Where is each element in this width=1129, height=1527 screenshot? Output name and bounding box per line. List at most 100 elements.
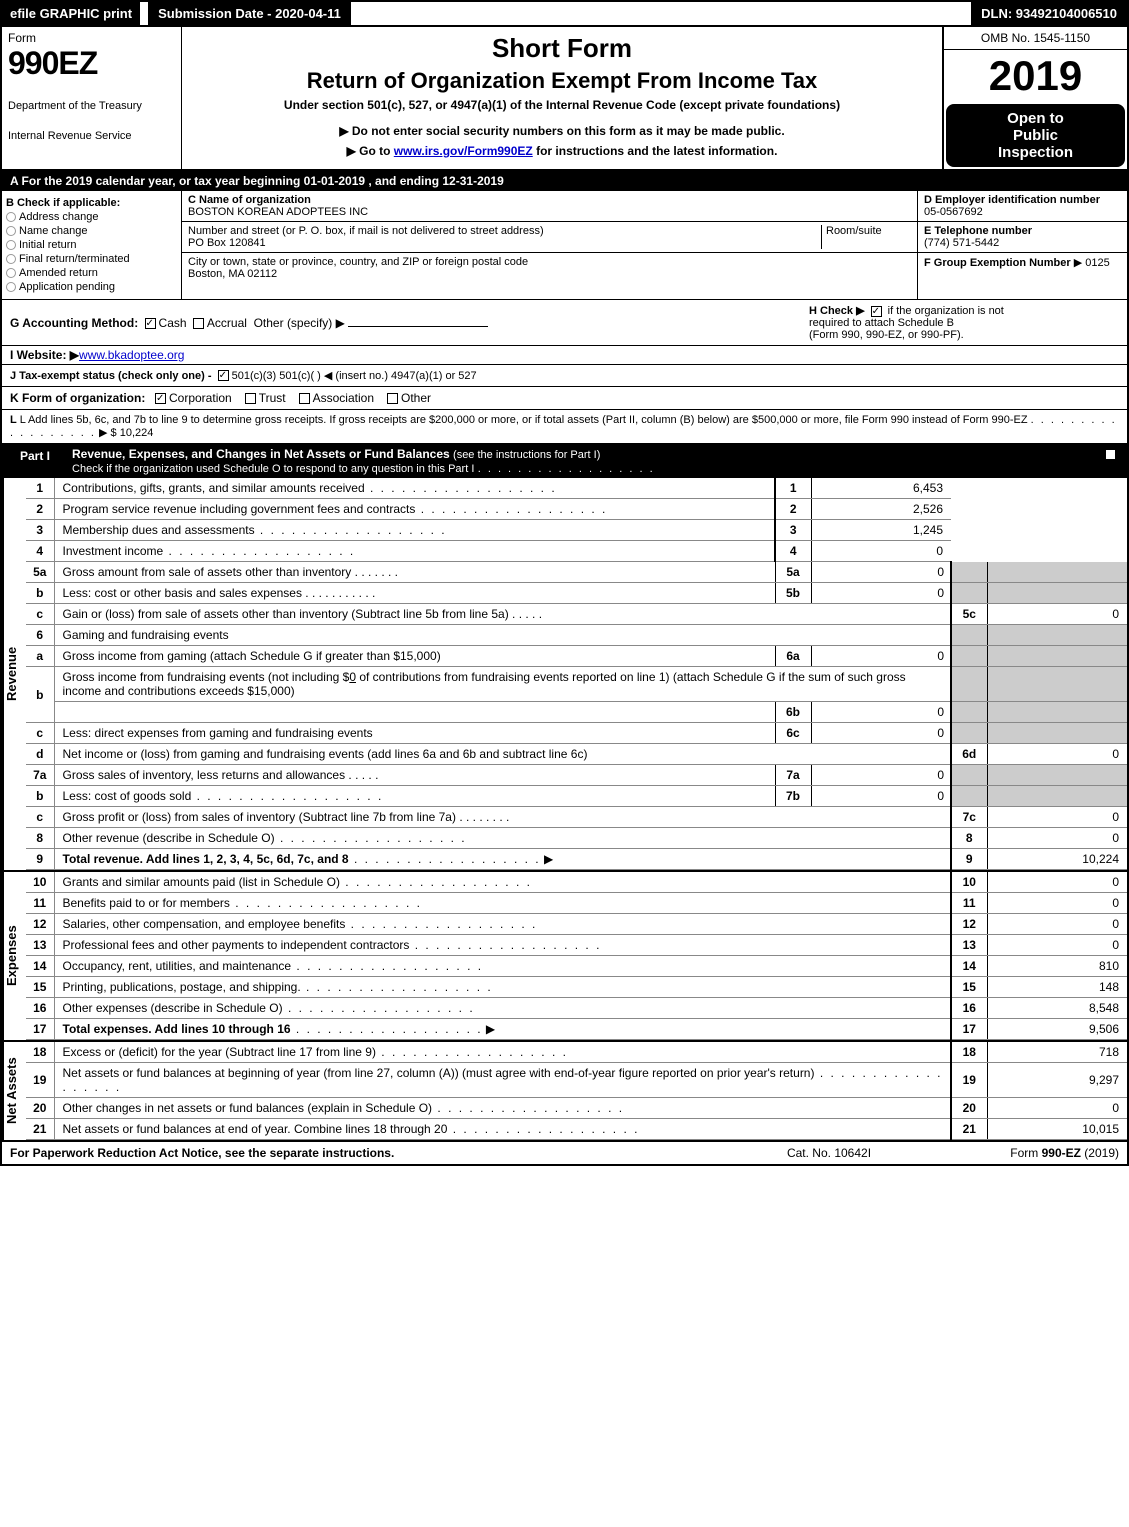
goto-pre: ▶ Go to [347, 144, 394, 158]
line5b-mini: 0 [811, 583, 951, 604]
box-b: B Check if applicable: Address change Na… [2, 191, 182, 299]
open-line1: Open to [952, 110, 1119, 127]
info-right: D Employer identification number 05-0567… [917, 191, 1127, 299]
box-h: H Check ▶ if the organization is not req… [809, 304, 1119, 341]
line8-val: 0 [987, 828, 1127, 849]
line14-desc: Occupancy, rent, utilities, and maintena… [63, 959, 292, 973]
header-right: OMB No. 1545-1150 2019 Open to Public In… [942, 27, 1127, 169]
box-d-label: D Employer identification number [924, 194, 1100, 206]
line11-val: 0 [987, 893, 1127, 914]
chk-final[interactable] [6, 254, 16, 264]
row-k: K Form of organization: Corporation Trus… [2, 387, 1127, 410]
netassets-table: 18Excess or (deficit) for the year (Subt… [26, 1042, 1127, 1140]
chk-pending[interactable] [6, 282, 16, 292]
line10-val: 0 [987, 872, 1127, 893]
footer-paperwork: For Paperwork Reduction Act Notice, see … [10, 1146, 739, 1160]
goto-post: for instructions and the latest informat… [533, 144, 778, 158]
part1-label: Part I [10, 447, 60, 475]
box-f-label: F Group Exemption Number [924, 257, 1071, 269]
line5b-desc: Less: cost or other basis and sales expe… [63, 586, 302, 600]
line21-desc: Net assets or fund balances at end of ye… [63, 1122, 448, 1136]
expenses-section: Expenses 10Grants and similar amounts pa… [2, 872, 1127, 1042]
line3-val: 1,245 [811, 520, 951, 541]
short-form-title: Short Form [188, 33, 936, 64]
chk-addr-change[interactable] [6, 212, 16, 222]
line6c-mini: 0 [811, 723, 951, 744]
line5a-desc: Gross amount from sale of assets other t… [63, 565, 352, 579]
line20-desc: Other changes in net assets or fund bala… [63, 1101, 433, 1115]
row-j: J Tax-exempt status (check only one) - 5… [2, 365, 1127, 387]
line5c-val: 0 [987, 604, 1127, 625]
other-specify-input[interactable] [348, 326, 488, 327]
street-value: PO Box 120841 [188, 237, 266, 249]
line12-val: 0 [987, 914, 1127, 935]
box-h-line2: required to attach Schedule B [809, 317, 954, 329]
box-j-opts: 501(c)(3) 501(c)( ) ◀ (insert no.) 4947(… [232, 369, 477, 382]
form-page: efile GRAPHIC print Submission Date - 20… [0, 0, 1129, 1166]
irs-link[interactable]: www.irs.gov/Form990EZ [394, 144, 533, 158]
line2-val: 2,526 [811, 499, 951, 520]
form-label: Form [8, 31, 175, 45]
box-l-text: L Add lines 5b, 6c, and 7b to line 9 to … [20, 414, 1028, 426]
box-h-line3: (Form 990, 990-EZ, or 990-PF). [809, 329, 964, 341]
line10-desc: Grants and similar amounts paid (list in… [63, 875, 340, 889]
box-i-label: I Website: ▶ [10, 348, 79, 362]
amended-label: Amended return [19, 267, 98, 279]
line9-desc: Total revenue. Add lines 1, 2, 3, 4, 5c,… [63, 852, 349, 866]
line14-val: 810 [987, 956, 1127, 977]
line6-desc: Gaming and fundraising events [63, 628, 229, 642]
line16-desc: Other expenses (describe in Schedule O) [63, 1001, 283, 1015]
ein-value: 05-0567692 [924, 206, 983, 218]
line15-val: 148 [987, 977, 1127, 998]
open-public-badge: Open to Public Inspection [946, 104, 1125, 167]
chk-amended[interactable] [6, 268, 16, 278]
line6b-mini: 0 [811, 702, 951, 723]
line6b-pre: Gross income from fundraising events (no… [63, 670, 350, 684]
line5a-mini: 0 [811, 562, 951, 583]
other-label: Other (specify) ▶ [254, 316, 345, 330]
expenses-side-label: Expenses [2, 872, 26, 1040]
submission-date: Submission Date - 2020-04-11 [148, 2, 351, 25]
chk-accrual[interactable] [193, 318, 204, 329]
line4-desc: Investment income [63, 544, 164, 558]
chk-assoc[interactable] [299, 393, 310, 404]
efile-print-button[interactable]: efile GRAPHIC print [2, 2, 140, 25]
street-label: Number and street (or P. O. box, if mail… [188, 225, 544, 237]
initial-label: Initial return [19, 239, 76, 251]
corp-label: Corporation [169, 391, 232, 405]
chk-501c3[interactable] [218, 370, 229, 381]
header-title-block: Short Form Return of Organization Exempt… [182, 27, 942, 169]
line8-desc: Other revenue (describe in Schedule O) [63, 831, 275, 845]
row-i: I Website: ▶ www.bkadoptee.org [2, 346, 1127, 365]
box-e-label: E Telephone number [924, 225, 1032, 237]
box-j-label: J Tax-exempt status (check only one) - [10, 370, 212, 382]
line13-desc: Professional fees and other payments to … [63, 938, 410, 952]
chk-cash[interactable] [145, 318, 156, 329]
footer-catno: Cat. No. 10642I [739, 1146, 919, 1160]
line12-desc: Salaries, other compensation, and employ… [63, 917, 346, 931]
chk-corp[interactable] [155, 393, 166, 404]
dept-irs: Internal Revenue Service [8, 130, 175, 142]
addr-change-label: Address change [19, 211, 99, 223]
website-link[interactable]: www.bkadoptee.org [79, 348, 184, 362]
page-footer: For Paperwork Reduction Act Notice, see … [2, 1142, 1127, 1164]
form-number: 990EZ [8, 45, 175, 82]
chk-schedule-o[interactable] [1105, 449, 1116, 460]
line17-desc: Total expenses. Add lines 10 through 16 [63, 1022, 291, 1036]
chk-initial[interactable] [6, 240, 16, 250]
chk-other[interactable] [387, 393, 398, 404]
revenue-section: Revenue 1Contributions, gifts, grants, a… [2, 478, 1127, 872]
return-title: Return of Organization Exempt From Incom… [188, 68, 936, 94]
line7c-desc: Gross profit or (loss) from sales of inv… [63, 810, 456, 824]
row-l: L L Add lines 5b, 6c, and 7b to line 9 t… [2, 410, 1127, 444]
chk-trust[interactable] [245, 393, 256, 404]
line19-desc: Net assets or fund balances at beginning… [63, 1066, 815, 1080]
line18-val: 718 [987, 1042, 1127, 1063]
line2-desc: Program service revenue including govern… [63, 502, 416, 516]
line3-desc: Membership dues and assessments [63, 523, 255, 537]
chk-schedule-b[interactable] [871, 306, 882, 317]
line21-val: 10,015 [987, 1119, 1127, 1140]
chk-name-change[interactable] [6, 226, 16, 236]
revenue-side-label: Revenue [2, 478, 26, 870]
line7a-mini: 0 [811, 765, 951, 786]
